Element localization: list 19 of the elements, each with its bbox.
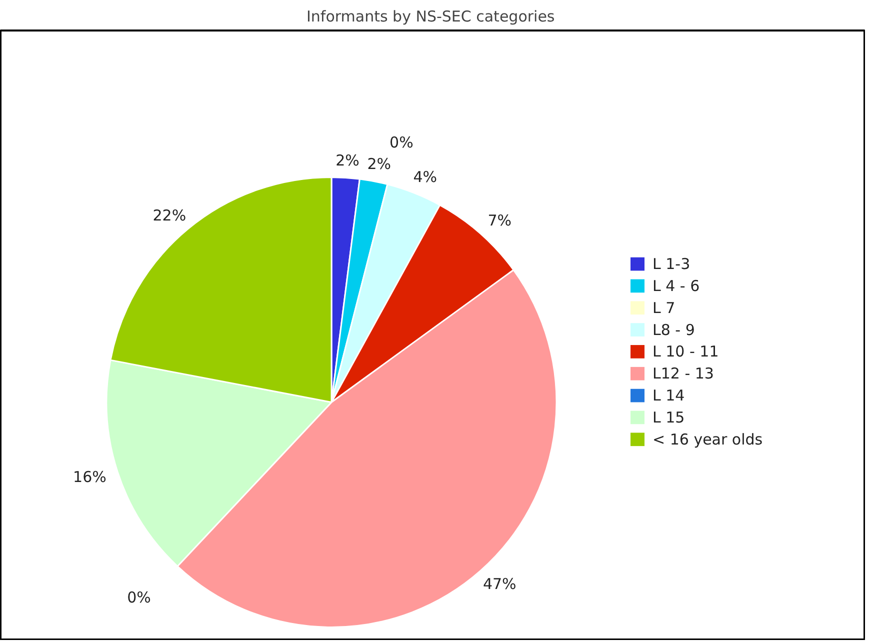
text: 0% bbox=[390, 134, 414, 152]
legend-label: L 14 bbox=[652, 386, 685, 405]
legend-label: L 4 - 6 bbox=[652, 276, 700, 295]
data-label: 47% bbox=[482, 574, 516, 593]
data-label: 4% bbox=[413, 168, 437, 186]
legend-label: L8 - 9 bbox=[652, 320, 695, 339]
legend-label: L 10 - 11 bbox=[652, 342, 719, 361]
data-label: 2% bbox=[367, 155, 392, 174]
data-label: 7% bbox=[488, 211, 512, 230]
data-label: 16% bbox=[73, 468, 106, 486]
data-label: 22% bbox=[152, 206, 186, 224]
legend-label: L 15 bbox=[652, 408, 685, 426]
legend-label: L 7 bbox=[652, 298, 676, 317]
legend-label: < 16 year olds bbox=[652, 430, 763, 448]
legend-label: L 1-3 bbox=[652, 255, 690, 274]
chart-title: Informants by NS-SEC categories bbox=[306, 8, 555, 26]
legend-label: L12 - 13 bbox=[652, 364, 714, 383]
text: 0% bbox=[127, 588, 151, 607]
data-label: 2% bbox=[336, 151, 360, 170]
